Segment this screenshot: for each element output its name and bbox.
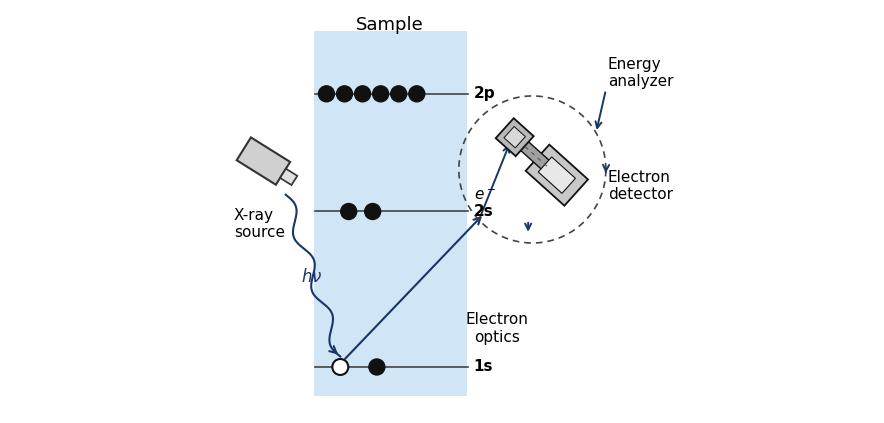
Circle shape [337, 86, 353, 102]
Text: X-ray
source: X-ray source [234, 208, 285, 240]
Text: 2s: 2s [474, 204, 493, 219]
Circle shape [332, 359, 348, 375]
Circle shape [391, 86, 407, 102]
Polygon shape [280, 169, 297, 185]
Polygon shape [237, 137, 290, 185]
Circle shape [408, 86, 425, 102]
Bar [314, 31, 468, 396]
Circle shape [354, 86, 370, 102]
Text: Energy
analyzer: Energy analyzer [608, 57, 674, 89]
Polygon shape [504, 126, 525, 148]
Text: Sample: Sample [355, 16, 423, 33]
Text: 1s: 1s [474, 360, 493, 374]
Circle shape [373, 86, 389, 102]
Polygon shape [520, 141, 553, 173]
Text: Electron
optics: Electron optics [465, 312, 528, 345]
Polygon shape [526, 145, 588, 206]
Circle shape [340, 203, 357, 220]
Text: Electron
detector: Electron detector [608, 170, 673, 203]
Text: 2p: 2p [474, 86, 495, 102]
Text: $e^-$: $e^-$ [474, 188, 496, 203]
Text: $h\nu$: $h\nu$ [301, 268, 323, 286]
Circle shape [365, 203, 381, 220]
Circle shape [318, 86, 334, 102]
Circle shape [369, 359, 385, 375]
Polygon shape [538, 157, 575, 193]
Polygon shape [496, 118, 534, 156]
